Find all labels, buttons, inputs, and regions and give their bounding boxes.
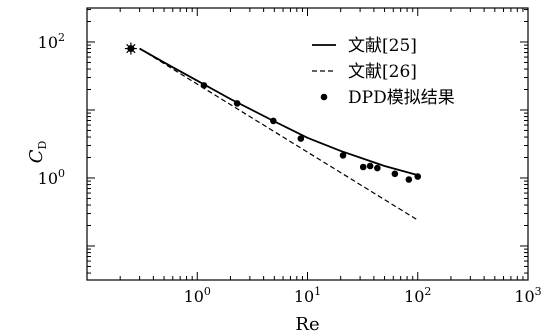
data-marker: [405, 176, 413, 183]
x-tick-label: 102: [404, 285, 431, 306]
data-marker: [414, 173, 422, 180]
y-axis-label-main: C: [26, 149, 47, 163]
plot-border: [86, 7, 529, 281]
x-tick-label: 101: [294, 285, 321, 306]
data-marker: [366, 162, 374, 170]
data-marker-ray: [126, 43, 136, 54]
markers-layer: [124, 42, 422, 183]
legend-label: 文献[25]: [348, 36, 417, 56]
legend-marker: [320, 93, 328, 101]
series-line: [139, 48, 419, 221]
data-marker: [297, 135, 305, 142]
plot-frame: [86, 7, 529, 281]
data-marker: [270, 117, 277, 125]
legend: 文献[25] 文献[26] DPD模拟结果: [312, 36, 455, 108]
y-axis-ticks: 100 102: [38, 9, 528, 274]
x-tick-label: 100: [184, 285, 211, 306]
data-marker: [391, 170, 399, 178]
legend-label: DPD模拟结果: [348, 88, 455, 108]
x-axis-ticks: 100 101 102 103: [86, 8, 542, 306]
y-tick-label: 102: [38, 31, 65, 52]
y-axis-label: CD: [26, 141, 49, 164]
data-marker: [374, 164, 381, 172]
y-tick-label: 100: [38, 167, 65, 188]
data-marker: [359, 163, 367, 171]
data-marker: [233, 100, 241, 107]
data-marker: [339, 152, 347, 159]
x-axis-label: Re: [295, 314, 319, 335]
data-marker: [200, 82, 208, 89]
legend-label: 文献[26]: [348, 62, 417, 82]
y-axis-label-subscript: D: [36, 141, 49, 150]
data-marker: [124, 42, 137, 55]
x-tick-label: 103: [514, 285, 541, 306]
